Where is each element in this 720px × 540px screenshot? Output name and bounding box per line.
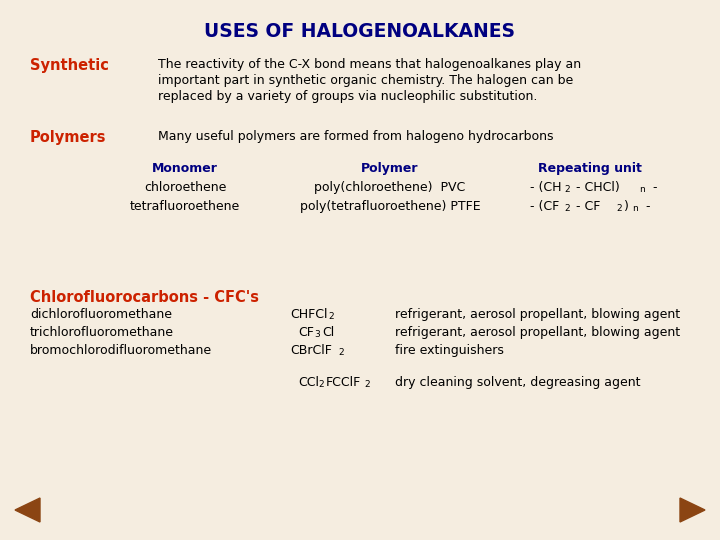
Text: - CF: - CF	[572, 200, 600, 213]
Text: Repeating unit: Repeating unit	[538, 162, 642, 175]
Text: Many useful polymers are formed from halogeno hydrocarbons: Many useful polymers are formed from hal…	[158, 130, 554, 143]
Text: Chlorofluorocarbons - CFC's: Chlorofluorocarbons - CFC's	[30, 290, 259, 305]
Text: CBrClF: CBrClF	[290, 344, 332, 357]
Text: poly(tetrafluoroethene) PTFE: poly(tetrafluoroethene) PTFE	[300, 200, 480, 213]
Text: 2: 2	[364, 380, 369, 389]
Text: The reactivity of the C-X bond means that halogenoalkanes play an: The reactivity of the C-X bond means tha…	[158, 58, 581, 71]
Text: chloroethene: chloroethene	[144, 181, 226, 194]
Text: refrigerant, aerosol propellant, blowing agent: refrigerant, aerosol propellant, blowing…	[395, 308, 680, 321]
Text: 2: 2	[318, 380, 323, 389]
Text: -: -	[649, 181, 657, 194]
Text: n: n	[639, 185, 644, 194]
Text: poly(chloroethene)  PVC: poly(chloroethene) PVC	[315, 181, 466, 194]
Text: - (CH: - (CH	[530, 181, 562, 194]
Text: n: n	[632, 204, 638, 213]
Text: -: -	[642, 200, 650, 213]
Text: 2: 2	[564, 204, 570, 213]
Text: ): )	[624, 200, 629, 213]
Text: trichlorofluoromethane: trichlorofluoromethane	[30, 326, 174, 339]
Text: Synthetic: Synthetic	[30, 58, 109, 73]
Text: 3: 3	[314, 330, 320, 339]
Polygon shape	[680, 498, 705, 522]
Text: Cl: Cl	[322, 326, 334, 339]
Text: CHFCl: CHFCl	[290, 308, 328, 321]
Text: CCl: CCl	[298, 376, 319, 389]
Text: dry cleaning solvent, degreasing agent: dry cleaning solvent, degreasing agent	[395, 376, 641, 389]
Text: 2: 2	[328, 312, 333, 321]
Text: refrigerant, aerosol propellant, blowing agent: refrigerant, aerosol propellant, blowing…	[395, 326, 680, 339]
Text: tetrafluoroethene: tetrafluoroethene	[130, 200, 240, 213]
Text: 2: 2	[564, 185, 570, 194]
Text: Monomer: Monomer	[152, 162, 218, 175]
Text: 2: 2	[338, 348, 343, 357]
Text: CF: CF	[298, 326, 314, 339]
Polygon shape	[15, 498, 40, 522]
Text: - CHCl): - CHCl)	[572, 181, 620, 194]
Text: FCClF: FCClF	[326, 376, 361, 389]
Text: dichlorofluoromethane: dichlorofluoromethane	[30, 308, 172, 321]
Text: - (CF: - (CF	[530, 200, 559, 213]
Text: Polymers: Polymers	[30, 130, 107, 145]
Text: bromochlorodifluoromethane: bromochlorodifluoromethane	[30, 344, 212, 357]
Text: 2: 2	[616, 204, 621, 213]
Text: USES OF HALOGENOALKANES: USES OF HALOGENOALKANES	[204, 22, 516, 41]
Text: Polymer: Polymer	[361, 162, 419, 175]
Text: fire extinguishers: fire extinguishers	[395, 344, 504, 357]
Text: important part in synthetic organic chemistry. The halogen can be: important part in synthetic organic chem…	[158, 74, 573, 87]
Text: replaced by a variety of groups via nucleophilic substitution.: replaced by a variety of groups via nucl…	[158, 90, 537, 103]
